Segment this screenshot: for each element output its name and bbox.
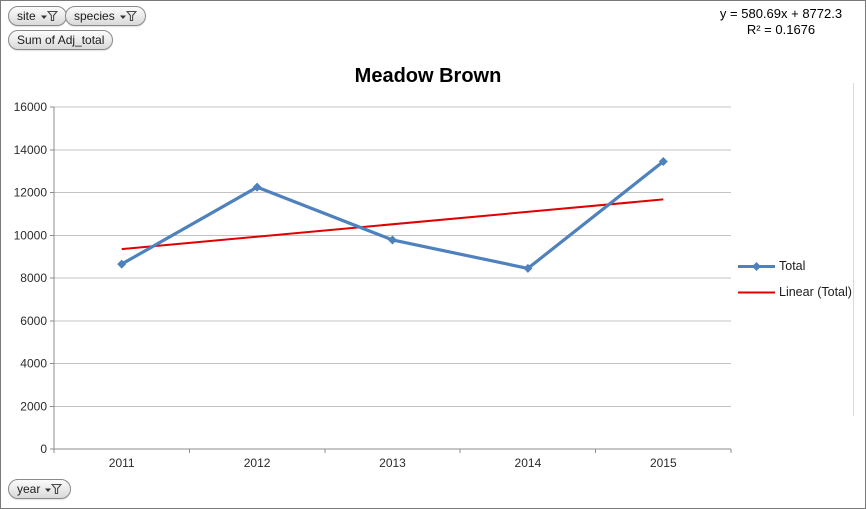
- equation-r-squared: R² = 0.1676: [746, 22, 816, 37]
- pivot-field-species-button[interactable]: species: [65, 6, 146, 26]
- x-axis-tick-label: 2014: [515, 456, 542, 470]
- pivot-field-year-button[interactable]: year: [8, 479, 72, 499]
- x-axis-tick-label: 2013: [379, 456, 406, 470]
- y-axis-tick-label: 0: [40, 442, 47, 456]
- legend-label-linear: Linear (Total): [779, 285, 852, 299]
- y-axis-tick-label: 10000: [14, 228, 48, 242]
- trendline: [121, 198, 664, 251]
- y-axis-tick-label: 6000: [20, 314, 47, 328]
- legend-label-total: Total: [779, 259, 806, 273]
- y-axis-tick-label: 12000: [14, 186, 48, 200]
- y-axis-tick-label: 4000: [20, 357, 47, 371]
- legend-swatch-total: [738, 261, 775, 271]
- data-point-marker: [658, 157, 668, 167]
- x-axis-tick-label: 2015: [650, 456, 677, 470]
- data-point-marker: [523, 263, 533, 273]
- pivot-field-species-label: species: [74, 9, 115, 23]
- pivot-field-values-label: Sum of Adj_total: [17, 33, 105, 47]
- chart-area-edge-line: [853, 83, 854, 416]
- y-axis-tick-label: 16000: [14, 100, 48, 114]
- pivot-field-values-button[interactable]: Sum of Adj_total: [8, 30, 114, 50]
- filter-dropdown-icon: [45, 483, 63, 494]
- pivot-field-year-label: year: [17, 482, 41, 496]
- legend: Total Linear (Total): [738, 257, 852, 301]
- x-axis-tick-label: 2011: [109, 456, 135, 470]
- data-point-marker: [252, 182, 262, 192]
- filter-dropdown-icon: [119, 10, 137, 21]
- legend-item-linear: Linear (Total): [738, 283, 852, 301]
- filter-dropdown-icon: [40, 10, 58, 21]
- series-line-total: [120, 160, 665, 270]
- legend-swatch-linear: [738, 291, 775, 293]
- x-axis-tick-label: 2012: [244, 456, 271, 470]
- y-axis-tick-label: 14000: [14, 143, 48, 157]
- pivot-field-site-button[interactable]: site: [8, 6, 67, 26]
- data-point-marker: [117, 259, 127, 269]
- y-axis-tick-label: 2000: [20, 399, 47, 413]
- trendline-equation: y = 580.69x + 8772.3 R² = 0.1676: [691, 6, 865, 38]
- equation-line: y = 580.69x + 8772.3: [719, 6, 843, 21]
- chart-title: Meadow Brown: [354, 65, 502, 87]
- y-axis-tick-label: 8000: [20, 271, 47, 285]
- pivot-field-site-label: site: [17, 9, 36, 23]
- data-point-marker: [388, 235, 397, 245]
- legend-item-total: Total: [738, 257, 852, 275]
